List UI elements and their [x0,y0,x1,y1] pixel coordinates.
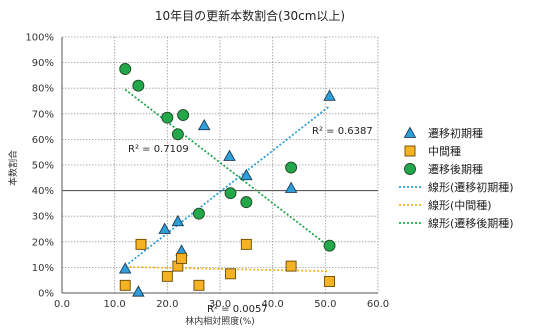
y-tick-label: 20% [32,237,54,248]
legend-label: 線形(中間種) [428,198,492,212]
data-point-triangle [323,89,336,101]
data-point-circle [119,63,132,75]
data-point-square [161,270,173,282]
data-point-triangle [223,149,236,161]
x-tick-label: 50.0 [314,299,336,310]
r2-label: R² = 0.6387 [312,126,373,137]
legend-label: 線形(遷移初期種) [428,180,514,194]
x-tick-label: 30.0 [209,299,231,310]
x-tick-label: 40.0 [262,299,284,310]
legend-label: 遷移後期種 [428,162,483,176]
data-point-circle [177,109,190,122]
axes: 0.0 10.0 20.0 30.0 40.0 50.0 60.0 0% 10% 20% 30% 40… [25,33,389,311]
data-point-square [285,260,297,272]
data-point-square [225,268,236,280]
y-tick-label: 10% [32,263,54,274]
legend-marker-circle [404,163,416,175]
data-point-triangle [118,262,132,274]
data-point-triangle [197,118,211,131]
data-points [118,63,336,297]
data-point-circle [132,79,145,92]
x-tick-label: 0.0 [54,299,70,310]
r2-label: R² = 0.0057 [207,304,268,315]
data-point-square [324,276,335,287]
trendlines [124,88,331,273]
data-point-circle [240,196,253,209]
legend-marker-square [404,145,416,157]
x-axis-label: 林内相対照度(%) [185,315,255,327]
data-point-triangle [171,214,185,227]
y-tick-label: 80% [32,84,54,95]
x-tick-label: 20.0 [156,299,178,310]
data-point-circle [323,239,336,252]
data-point-circle [161,111,174,124]
data-point-circle [224,187,237,200]
legend-marker-triangle [403,126,417,138]
y-tick-label: 40% [32,186,54,197]
y-tick-label: 100% [25,33,54,44]
x-tick-label: 60.0 [367,299,389,310]
y-tick-label: 60% [32,135,54,146]
data-point-circle [192,207,205,220]
r2-label: R² = 0.7109 [128,144,189,155]
legend-label: 中間種 [428,144,461,158]
data-point-square [135,238,147,250]
data-point-circle [285,161,298,174]
data-point-triangle [132,285,145,297]
data-point-triangle [240,168,253,181]
trendline [124,88,331,248]
y-tick-label: 70% [32,109,54,120]
data-point-triangle [158,222,171,234]
y-tick-label: 30% [32,212,54,223]
trendline [124,105,331,267]
x-tick-label: 10.0 [104,299,126,310]
data-point-triangle [284,181,298,193]
data-point-square [240,238,252,250]
data-point-circle [171,128,184,141]
y-axis-label: 本数割合 [7,150,19,186]
y-tick-label: 50% [32,161,54,172]
data-point-square [193,279,205,291]
gridlines [62,36,379,293]
chart-title: 10年目の更新本数割合(30cm以上) [155,8,345,23]
legend-label: 線形(遷移後期種) [428,216,514,230]
y-tick-label: 90% [32,58,54,69]
r2-labels: R² = 0.6387 R² = 0.0057 R² = 0.7109 [128,126,373,315]
data-point-square [119,279,131,291]
data-point-square [176,252,188,264]
y-tick-label: 0% [38,289,54,300]
legend-label: 遷移初期種 [428,126,483,140]
